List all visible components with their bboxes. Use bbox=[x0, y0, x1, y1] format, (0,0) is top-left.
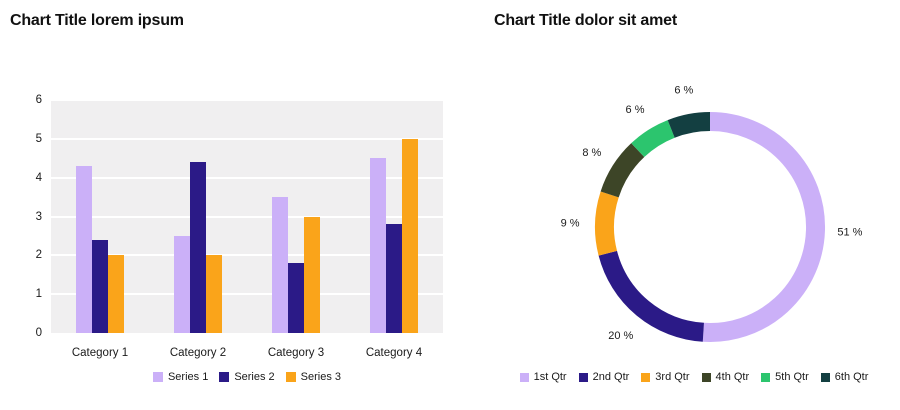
gridline bbox=[51, 293, 443, 296]
legend-item: Series 3 bbox=[285, 371, 342, 383]
donut-segment bbox=[702, 112, 825, 342]
y-axis-tick-label: 3 bbox=[35, 210, 42, 223]
legend-swatch bbox=[761, 372, 771, 382]
legend-label: 3rd Qtr bbox=[655, 371, 690, 383]
legend-label: 2nd Qtr bbox=[592, 371, 630, 383]
bar-chart-legend: Series 1 Series 2 Series 3 bbox=[51, 370, 443, 384]
legend-item: Series 2 bbox=[219, 371, 275, 383]
legend-item: Series 1 bbox=[152, 371, 209, 383]
gridline bbox=[51, 254, 443, 257]
legend-swatch bbox=[152, 372, 163, 382]
x-axis-category-label: Category 4 bbox=[365, 347, 423, 359]
gridline bbox=[51, 176, 443, 179]
x-axis-category-label: Category 1 bbox=[71, 347, 129, 359]
donut-segment bbox=[595, 191, 619, 256]
bar bbox=[288, 263, 304, 333]
donut-data-label: 6 % bbox=[674, 85, 693, 97]
legend-item: 3rd Qtr bbox=[641, 371, 690, 383]
legend-label: Series 3 bbox=[300, 371, 342, 383]
legend-swatch bbox=[519, 372, 529, 382]
bar bbox=[206, 255, 222, 333]
bar bbox=[370, 158, 386, 333]
legend-swatch bbox=[285, 372, 296, 382]
y-axis-tick-label: 2 bbox=[35, 249, 42, 262]
donut-chart: 51 % 20 % 9 % 8 % 6 % 6 % bbox=[561, 85, 863, 342]
bar bbox=[76, 166, 92, 333]
legend-swatch bbox=[701, 372, 711, 382]
legend-label: Series 1 bbox=[167, 371, 209, 383]
y-axis-tick-label: 4 bbox=[35, 171, 42, 184]
legend-label: 6th Qtr bbox=[834, 371, 869, 383]
legend-label: 4th Qtr bbox=[715, 371, 750, 383]
legend-item: 1st Qtr bbox=[519, 371, 567, 383]
x-axis-category-label: Category 2 bbox=[169, 347, 227, 359]
legend-item: 2nd Qtr bbox=[578, 371, 630, 383]
y-axis-tick-label: 1 bbox=[35, 288, 42, 301]
donut-data-label: 6 % bbox=[626, 104, 645, 116]
bar bbox=[174, 235, 190, 333]
bar-chart-title: Chart Title lorem ipsum bbox=[10, 12, 184, 29]
legend-swatch bbox=[641, 372, 651, 382]
bar bbox=[304, 216, 320, 333]
bar bbox=[386, 224, 402, 333]
donut-data-label: 51 % bbox=[837, 226, 862, 238]
donut-segment bbox=[667, 112, 711, 138]
legend-swatch bbox=[578, 372, 588, 382]
legend-swatch bbox=[820, 372, 830, 382]
donut-data-label: 20 % bbox=[608, 330, 633, 342]
donut-chart-legend: 1st Qtr 2nd Qtr 3rd Qtr 4th Qtr 5th Qtr 6th Q… bbox=[494, 370, 894, 384]
gridline bbox=[51, 99, 443, 101]
y-axis-tick-label: 6 bbox=[35, 94, 42, 106]
bar bbox=[190, 162, 206, 333]
legend-item: 5th Qtr bbox=[761, 371, 809, 383]
legend-label: 5th Qtr bbox=[775, 371, 809, 383]
bar bbox=[272, 197, 288, 333]
bar bbox=[108, 255, 124, 333]
legend-swatch bbox=[219, 372, 230, 382]
x-axis-category-label: Category 3 bbox=[267, 347, 325, 359]
legend-item: 6th Qtr bbox=[820, 371, 869, 383]
bar bbox=[402, 138, 418, 333]
donut-data-label: 9 % bbox=[561, 218, 580, 230]
y-axis-tick-label: 5 bbox=[35, 132, 42, 145]
donut-data-label: 8 % bbox=[582, 147, 601, 159]
donut-segment bbox=[631, 120, 675, 158]
donut-segment bbox=[598, 250, 705, 342]
y-axis-tick-label: 0 bbox=[35, 327, 42, 339]
donut-chart-title: Chart Title dolor sit amet bbox=[494, 12, 677, 29]
bar-chart-plot-area bbox=[51, 99, 443, 333]
gridline bbox=[51, 215, 443, 218]
donut-segment bbox=[600, 143, 645, 198]
bar bbox=[92, 239, 108, 333]
legend-label: Series 2 bbox=[234, 371, 275, 383]
gridline bbox=[51, 137, 443, 140]
legend-item: 4th Qtr bbox=[701, 371, 750, 383]
legend-label: 1st Qtr bbox=[533, 371, 567, 383]
